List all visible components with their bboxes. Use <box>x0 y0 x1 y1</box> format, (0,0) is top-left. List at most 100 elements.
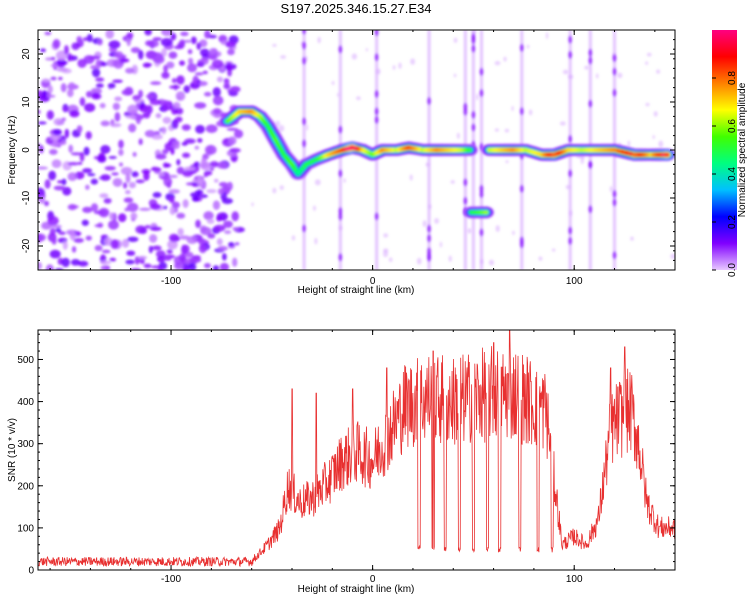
streak-blob <box>519 107 524 116</box>
noise-blob <box>87 173 96 177</box>
noise-blob <box>82 37 88 42</box>
noise-blob <box>409 174 413 181</box>
noise-blob <box>100 120 110 127</box>
noise-blob <box>182 265 190 270</box>
noise-blob <box>197 138 203 143</box>
streak-blob <box>302 117 306 126</box>
noise-blob <box>226 62 233 71</box>
noise-blob <box>95 77 105 82</box>
noise-blob <box>71 246 77 253</box>
noise-blob <box>149 99 162 106</box>
noise-blob <box>99 260 112 265</box>
noise-blob <box>630 236 634 241</box>
noise-blob <box>126 202 139 212</box>
noise-blob <box>122 182 128 189</box>
noise-blob <box>155 113 162 119</box>
noise-blob <box>161 71 170 79</box>
noise-blob <box>205 124 218 133</box>
noise-blob <box>171 119 179 130</box>
noise-blob <box>609 186 613 193</box>
noise-blob <box>146 104 153 114</box>
noise-blob <box>149 226 162 231</box>
noise-blob <box>126 250 136 256</box>
colorbar-gradient <box>712 30 737 270</box>
noise-blob <box>203 153 210 160</box>
noise-blob <box>196 79 201 84</box>
noise-blob <box>203 211 214 220</box>
noise-blob <box>138 138 143 146</box>
noise-blob <box>196 62 205 68</box>
snr-y-label: SNR (10 * v/v) <box>7 418 18 482</box>
noise-blob <box>114 96 123 102</box>
noise-blob <box>67 88 74 98</box>
noise-blob <box>144 30 152 36</box>
noise-blob <box>512 230 515 236</box>
noise-blob <box>179 60 186 66</box>
noise-blob <box>195 238 206 243</box>
noise-blob <box>163 176 173 187</box>
noise-blob <box>216 76 224 83</box>
noise-blob <box>291 235 296 241</box>
noise-blob <box>48 170 57 181</box>
noise-blob <box>416 257 422 265</box>
noise-blob <box>135 179 145 184</box>
noise-blob <box>49 227 56 236</box>
noise-blob <box>121 89 134 96</box>
noise-blob <box>112 102 121 111</box>
noise-blob <box>140 101 145 110</box>
spectrogram-x-label: Height of straight line (km) <box>298 285 415 296</box>
snr-series-line <box>38 330 675 568</box>
noise-blob <box>85 184 90 190</box>
noise-blob <box>504 128 510 133</box>
noise-blob <box>314 179 321 186</box>
streak-blob <box>374 212 379 221</box>
streak-blob <box>463 196 468 205</box>
noise-blob <box>118 148 124 156</box>
noise-blob <box>216 161 228 169</box>
noise-blob <box>90 178 98 185</box>
noise-blob <box>627 140 631 147</box>
noise-blob <box>135 225 147 234</box>
noise-blob <box>233 129 244 139</box>
noise-blob <box>211 59 224 69</box>
noise-blob <box>99 193 109 199</box>
noise-blob <box>85 90 93 98</box>
noise-blob <box>179 39 186 45</box>
noise-blob <box>190 83 201 87</box>
colorbar-tick-label: 0.2 <box>727 215 738 229</box>
noise-blob <box>145 40 153 47</box>
noise-blob <box>61 117 66 122</box>
noise-blob <box>161 30 173 37</box>
streak-blob <box>463 178 468 187</box>
x-tick-label: 100 <box>566 574 583 585</box>
noise-blob <box>61 178 67 186</box>
noise-blob <box>118 213 127 223</box>
noise-blob <box>183 85 191 94</box>
noise-blob <box>128 181 136 189</box>
noise-blob <box>125 67 135 74</box>
noise-blob <box>101 249 111 254</box>
x-tick-label: 0 <box>370 276 376 287</box>
noise-blob <box>195 124 205 134</box>
noise-blob <box>150 81 162 86</box>
noise-blob <box>503 56 507 62</box>
noise-blob <box>216 238 223 246</box>
y-tick-label: 20 <box>21 48 32 60</box>
streak-blob <box>427 97 431 106</box>
noise-blob <box>213 108 222 115</box>
noise-blob <box>199 48 210 57</box>
ridge-peak <box>349 146 356 150</box>
noise-blob <box>191 195 199 202</box>
noise-blob <box>79 97 86 107</box>
noise-blob <box>232 227 239 231</box>
noise-blob <box>58 76 63 81</box>
streak-blob <box>519 240 524 249</box>
streak-blob <box>588 48 593 57</box>
noise-blob <box>562 69 569 75</box>
noise-blob <box>172 102 181 109</box>
noise-blob <box>194 102 207 109</box>
noise-blob <box>44 31 52 36</box>
noise-blob <box>171 141 180 150</box>
colorbar-label: Normalized spectral amplitude <box>737 82 748 217</box>
streak-blob <box>479 190 484 199</box>
